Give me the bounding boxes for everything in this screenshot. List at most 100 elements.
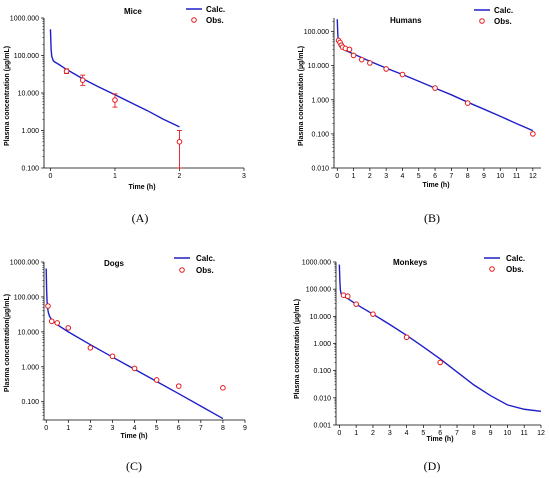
panel-title: Monkeys [393,258,428,267]
legend: Calc. Obs. [474,6,513,26]
legend-obs-label: Obs. [494,17,512,26]
x-tick-label: 10 [496,173,504,180]
x-tick-label: 7 [449,173,453,180]
panel-monkeys: Monkeys Time (h) Plasma concentration (µ… [294,254,545,473]
legend-calc-label: Calc. [494,6,513,15]
obs-point [65,325,72,331]
obs-point [175,383,182,389]
x-tick-label: 8 [472,430,476,437]
obs-point [45,303,51,309]
x-tick-label: 5 [421,430,425,437]
calc-line [49,29,180,128]
x-tick-label: 3 [111,425,115,432]
obs-point [109,353,116,360]
legend-obs-label: Obs. [196,266,214,275]
legend-obs-marker [179,267,185,273]
obs-point [79,77,86,83]
x-tick-label: 7 [455,430,459,437]
x-tick-label: 9 [243,425,247,432]
obs-point [87,344,94,351]
obs-point [383,66,389,72]
obs-point [464,100,471,106]
obs-point [353,301,359,307]
x-tick-label: 9 [489,430,493,437]
legend-calc-label: Calc. [206,5,225,14]
y-tick-label: 10.000 [308,63,330,70]
x-tick-label: 8 [221,425,225,432]
obs-point [153,377,160,383]
x-tick-label: 9 [482,173,486,180]
y-tick-label: 1.000 [21,364,39,371]
y-tick-label: 0.100 [313,368,331,375]
panel-caption: (D) [424,459,441,473]
panel-humans: Humans Time (h) Plasma concentration (µg… [298,6,541,225]
panel-dogs: Dogs Time (h) Plasma concentration(µg/mL… [4,254,247,473]
obs-point [48,318,55,325]
obs-point [63,68,70,75]
x-axis-label: Time (h) [426,436,453,443]
legend: Calc. Obs. [484,254,525,274]
obs-point [344,293,351,300]
panel-mice: Mice Time (h) Plasma concentration (µg/m… [4,5,246,225]
x-tick-label: 2 [371,430,375,437]
panel-caption: (A) [132,211,149,225]
x-tick-label: 7 [199,425,203,432]
x-tick-label: 1 [113,173,117,180]
panel-title: Mice [124,7,142,16]
panel-caption: (C) [126,459,142,473]
y-tick-label: 0.001 [313,423,331,430]
obs-point [358,56,365,63]
legend: Calc. Obs. [174,254,215,275]
x-tick-label: 12 [537,430,545,437]
obs-point [346,46,353,53]
x-axis-label: Time (h) [120,433,147,440]
x-tick-label: 8 [466,173,470,180]
x-axis-label: Time (h) [422,182,449,189]
legend-obs-marker [191,17,197,23]
x-tick-label: 5 [155,425,159,432]
panel-caption: (B) [424,211,440,225]
y-tick-label: 0.010 [313,395,331,402]
legend-obs-label: Obs. [206,16,224,25]
obs-point [220,385,226,391]
x-tick-label: 0 [337,430,341,437]
x-tick-label: 3 [388,430,392,437]
legend: Calc. Obs. [186,5,225,25]
y-tick-label: 1000.000 [10,16,39,23]
y-axis-label: Plasma concentration (µg/mL) [4,46,11,146]
x-tick-label: 0 [335,173,339,180]
x-tick-label: 11 [521,430,528,437]
obs-point [403,334,410,341]
y-tick-label: 1.000 [311,97,329,104]
obs-point [437,359,443,366]
y-tick-label: 100.000 [304,29,329,36]
obs-point [399,71,406,78]
y-axis-label: Plasma concentration (µg/mL) [294,299,301,399]
calc-line [336,19,534,132]
x-tick-label: 12 [529,173,537,180]
x-tick-label: 10 [503,430,511,437]
y-tick-label: 0.100 [311,131,329,138]
y-tick-label: 1.000 [313,341,331,348]
y-tick-label: 100.000 [14,294,39,301]
y-tick-label: 1.000 [21,128,39,135]
obs-point [176,138,183,145]
y-tick-label: 100.000 [306,287,331,294]
calc-line [45,268,224,420]
obs-point [54,320,61,326]
x-tick-label: 5 [417,173,421,180]
y-tick-label: 0.100 [21,166,39,173]
y-tick-label: 10.000 [18,329,40,336]
y-axis-label: Plasma concentration(µg/mL) [4,294,11,392]
x-tick-label: 1 [352,173,356,180]
x-tick-label: 4 [405,430,409,437]
legend-obs-label: Obs. [506,265,524,274]
obs-point [367,60,373,66]
y-tick-label: 1000.000 [302,260,331,267]
obs-point [112,97,118,103]
x-axis-label: Time (h) [128,184,155,191]
x-tick-label: 11 [513,173,520,180]
x-tick-label: 2 [368,173,372,180]
x-tick-label: 4 [133,425,137,432]
